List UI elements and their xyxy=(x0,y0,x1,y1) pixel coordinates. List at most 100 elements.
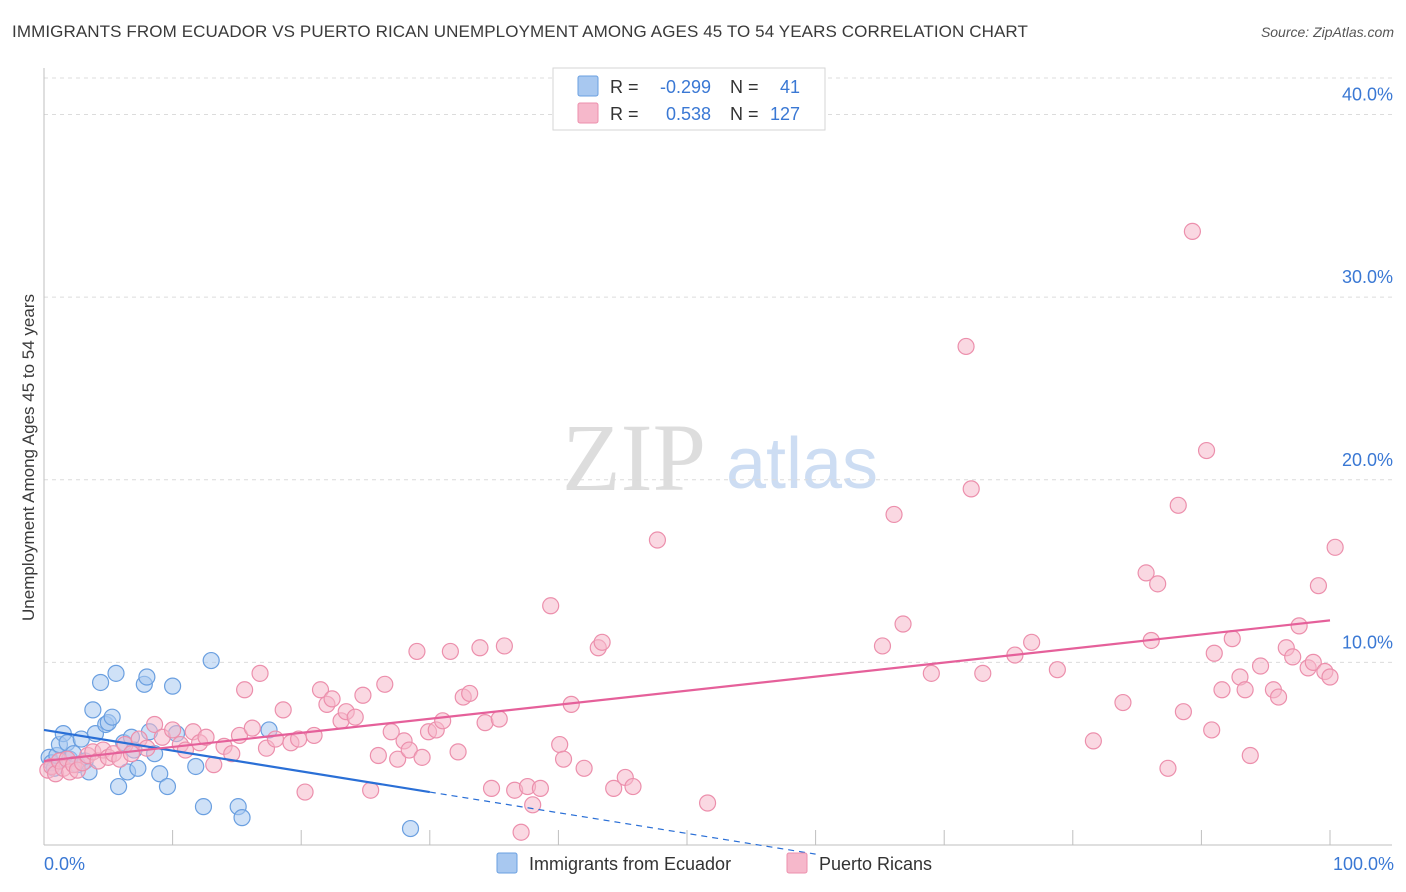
puerto-rican-point-104 xyxy=(1169,496,1187,514)
puerto-rican-point-56 xyxy=(400,741,418,759)
puerto-rican-point-69 xyxy=(490,710,508,728)
grid xyxy=(44,77,1392,663)
y-tick-label-30: 30.0% xyxy=(1342,267,1393,287)
ecuador-point-34 xyxy=(187,757,205,776)
source-label: Source: ZipAtlas.com xyxy=(1260,24,1394,40)
puerto-rican-point-90 xyxy=(894,615,912,633)
puerto-rican-point-52 xyxy=(376,675,394,693)
legend-n-label-2: N = xyxy=(730,104,759,124)
legend-swatch-pink xyxy=(577,102,599,124)
puerto-rican-point-102 xyxy=(1149,575,1167,593)
puerto-rican-point-96 xyxy=(1023,633,1041,651)
puerto-rican-point-94 xyxy=(974,664,992,682)
x-tick-label-min: 0.0% xyxy=(44,854,85,874)
puerto-rican-point-122 xyxy=(1304,653,1322,671)
puerto-rican-point-58 xyxy=(413,748,431,766)
legend-n-value-2: 127 xyxy=(770,104,800,124)
puerto-rican-point-77 xyxy=(551,735,569,754)
puerto-rican-point-68 xyxy=(482,779,501,797)
puerto-rican-point-31 xyxy=(223,745,241,763)
bottom-legend-label-ecuador: Immigrants from Ecuador xyxy=(529,854,731,874)
puerto-rican-point-88 xyxy=(873,637,892,655)
puerto-rican-point-76 xyxy=(542,597,560,615)
puerto-rican-point-38 xyxy=(274,701,292,719)
ecuador-point-18 xyxy=(103,708,121,726)
puerto-rican-point-65 xyxy=(461,684,479,703)
puerto-rican-point-57 xyxy=(408,642,426,661)
puerto-rican-point-105 xyxy=(1174,703,1192,721)
ecuador-point-31 xyxy=(158,777,177,796)
puerto-rican-point-117 xyxy=(1269,688,1288,706)
puerto-rican-point-86 xyxy=(648,531,667,549)
legend-r-value-1: -0.299 xyxy=(660,77,711,97)
bottom-legend-label-puerto-ricans: Puerto Ricans xyxy=(819,854,932,874)
ecuador-point-40 xyxy=(401,819,420,838)
puerto-rican-point-115 xyxy=(1251,657,1270,675)
y-tick-label-10: 10.0% xyxy=(1342,632,1393,652)
puerto-rican-point-107 xyxy=(1197,441,1216,460)
puerto-rican-point-33 xyxy=(236,681,254,699)
ecuador-point-32 xyxy=(164,677,182,695)
trend-lines xyxy=(43,619,1331,855)
puerto-rican-point-49 xyxy=(354,686,372,704)
ecuador-point-27 xyxy=(138,668,156,686)
puerto-rican-point-106 xyxy=(1183,222,1201,240)
puerto-rican-point-78 xyxy=(554,750,573,768)
puerto-rican-point-85 xyxy=(624,777,642,796)
axes: 10.0% 20.0% 30.0% 40.0% xyxy=(43,68,1393,846)
ecuador-point-38 xyxy=(233,809,251,827)
bottom-legend-swatch-blue xyxy=(496,852,518,874)
legend-r-value-2: 0.538 xyxy=(666,104,711,124)
puerto-rican-point-37 xyxy=(266,730,285,748)
puerto-rican-point-28 xyxy=(197,728,215,746)
puerto-rican-point-61 xyxy=(434,712,452,730)
bottom-legend-swatch-pink xyxy=(786,852,808,874)
watermark-atlas: atlas xyxy=(726,424,878,504)
puerto-rican-point-87 xyxy=(698,794,717,812)
series-immigrants-from-ecuador xyxy=(40,651,420,838)
puerto-rican-point-67 xyxy=(476,714,494,732)
puerto-rican-trend-line xyxy=(43,619,1331,763)
puerto-rican-point-18 xyxy=(122,745,141,763)
legend-box: R = -0.299 N = 41 R = 0.538 N = 127 xyxy=(552,67,826,131)
legend-n-label-1: N = xyxy=(730,77,759,97)
puerto-rican-point-43 xyxy=(311,681,330,699)
chart-title: IMMIGRANTS FROM ECUADOR VS PUERTO RICAN … xyxy=(12,22,1028,41)
puerto-rican-point-21 xyxy=(145,715,164,734)
puerto-rican-point-80 xyxy=(575,759,593,777)
puerto-rican-point-125 xyxy=(1321,668,1339,686)
puerto-rican-point-66 xyxy=(471,639,489,657)
puerto-rican-point-108 xyxy=(1203,721,1221,739)
puerto-rican-point-72 xyxy=(512,823,530,841)
puerto-rican-point-113 xyxy=(1236,681,1254,699)
puerto-rican-point-89 xyxy=(885,505,903,524)
puerto-rican-point-45 xyxy=(323,690,341,708)
y-tick-label-40: 40.0% xyxy=(1342,85,1393,105)
puerto-rican-point-54 xyxy=(389,750,407,768)
puerto-rican-point-126 xyxy=(1326,538,1344,556)
puerto-rican-point-93 xyxy=(962,480,980,498)
puerto-rican-point-50 xyxy=(362,781,380,799)
puerto-rican-point-34 xyxy=(243,719,261,737)
puerto-rican-point-109 xyxy=(1205,644,1223,662)
puerto-rican-point-97 xyxy=(1048,661,1066,679)
ecuador-point-19 xyxy=(107,664,125,682)
puerto-rican-point-123 xyxy=(1309,577,1328,595)
puerto-rican-point-48 xyxy=(346,708,364,726)
puerto-rican-point-23 xyxy=(164,721,182,739)
puerto-rican-point-100 xyxy=(1137,564,1155,582)
ecuador-point-35 xyxy=(194,798,213,816)
puerto-rican-point-91 xyxy=(922,664,940,682)
watermark-zip: ZIP xyxy=(562,404,706,511)
puerto-rican-point-62 xyxy=(441,642,459,661)
ecuador-point-25 xyxy=(129,759,147,777)
legend-swatch-blue xyxy=(577,75,599,97)
puerto-rican-point-119 xyxy=(1284,648,1302,666)
puerto-rican-point-51 xyxy=(369,746,387,765)
puerto-rican-point-70 xyxy=(495,637,513,655)
ecuador-trend-line xyxy=(43,728,430,794)
puerto-rican-point-114 xyxy=(1241,746,1259,765)
bottom-legend: Immigrants from Ecuador Puerto Ricans xyxy=(496,852,932,874)
puerto-rican-point-75 xyxy=(531,779,549,797)
